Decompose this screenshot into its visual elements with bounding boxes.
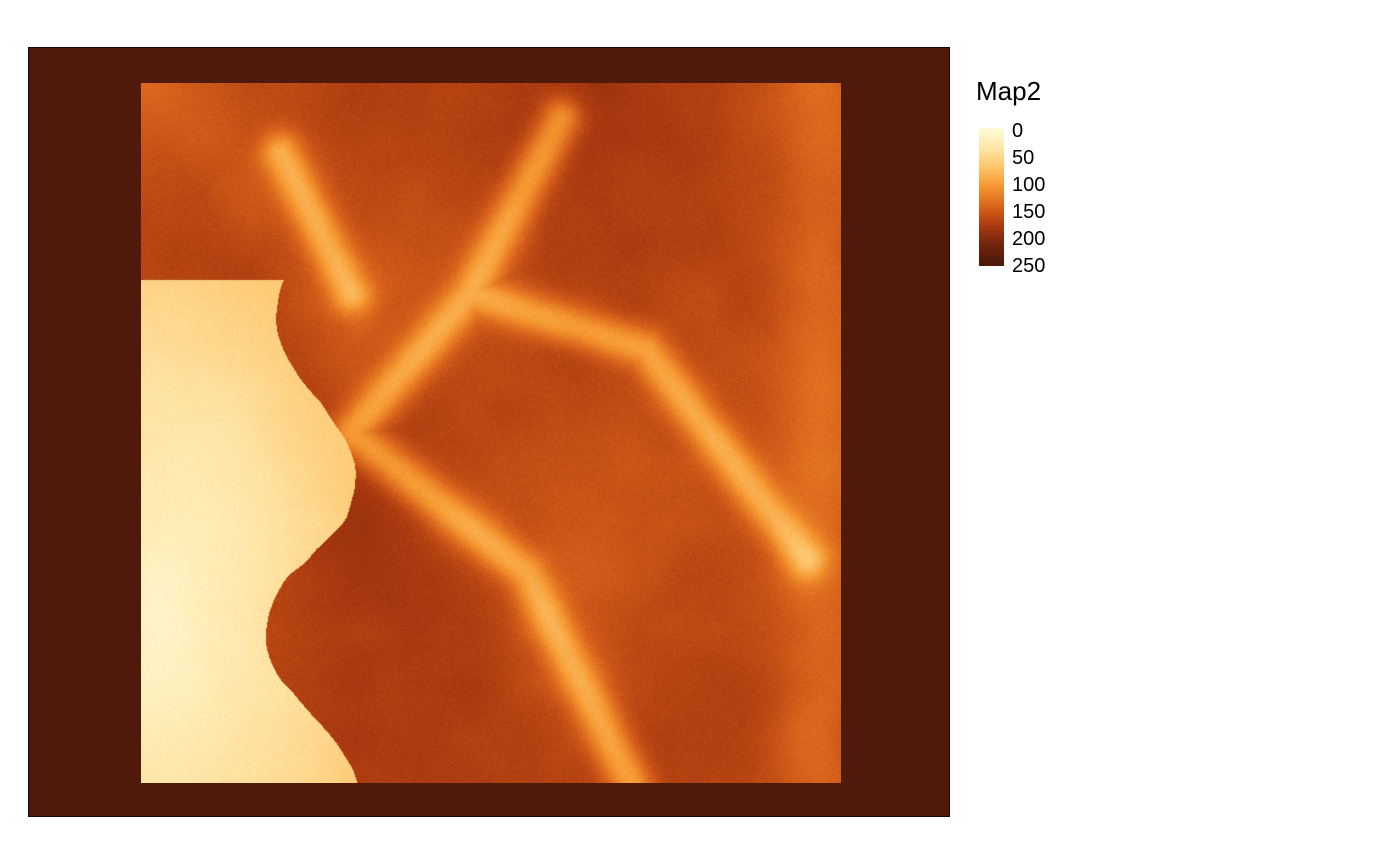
legend-label-200: 200 [1012,228,1046,250]
raster-map [141,83,841,783]
legend-title: Map2 [976,76,1042,106]
legend-label-0: 0 [1012,120,1024,142]
legend-color-bar [979,128,1004,266]
map-panel [28,47,950,817]
legend-label-150: 150 [1012,201,1046,223]
legend-labels: 0 50 100 150 200 250 [1012,120,1092,280]
legend-label-100: 100 [1012,174,1046,196]
legend: Map2 0 50 100 150 200 250 [976,72,1176,292]
legend-label-50: 50 [1012,147,1035,169]
legend-label-250: 250 [1012,255,1046,277]
